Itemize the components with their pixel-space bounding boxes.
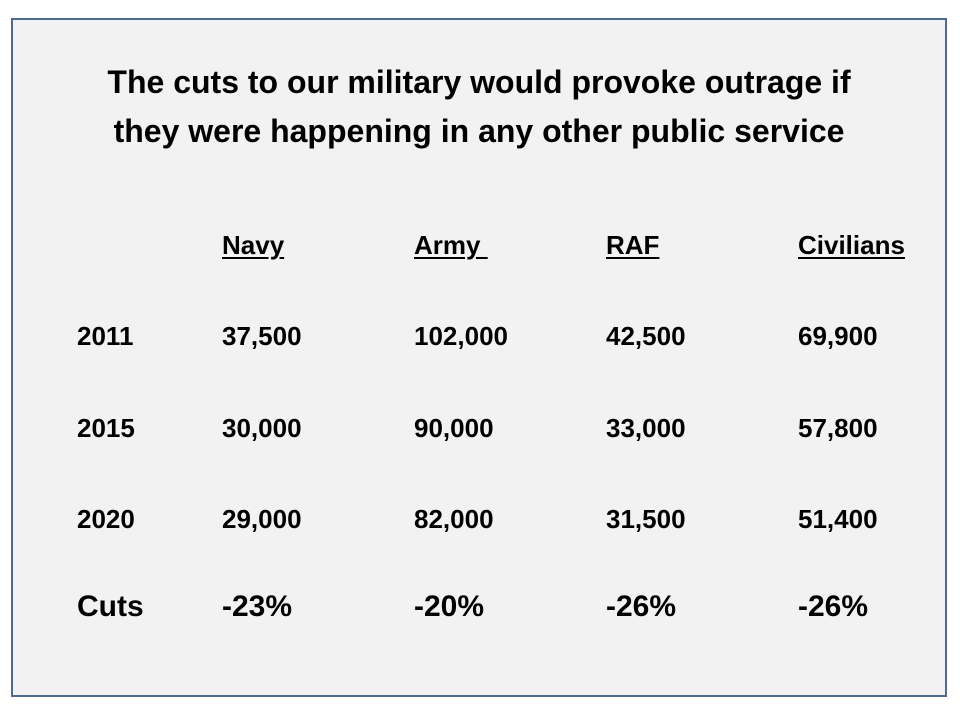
column-header-raf: RAF [606,230,660,260]
table-cell: 82,000 [414,504,494,534]
table-cell: 33,000 [606,413,686,443]
table-cell: 31,500 [606,504,686,534]
table-cell: -26% [798,590,869,623]
title-line-1: The cuts to our military would provoke o… [107,64,851,100]
table-cell: -20% [414,590,485,623]
title-line-2: they were happening in any other public … [113,113,845,149]
table-cell: 51,400 [798,504,878,534]
row-label-cuts: Cuts [77,590,144,623]
table-cell: -23% [222,590,293,623]
column-header-army: Army [414,230,488,260]
column-header-navy: Navy [222,230,285,260]
table-cell: -26% [606,590,677,623]
table-cell: 29,000 [222,504,302,534]
slide-title: The cuts to our military would provoke o… [13,58,945,156]
table-cell: 37,500 [222,321,302,351]
table-cell: 90,000 [414,413,494,443]
table-cell: 57,800 [798,413,878,443]
table-cell: 69,900 [798,321,878,351]
table-cell: 102,000 [414,321,508,351]
column-header-civilians: Civilians [798,230,905,260]
slide: The cuts to our military would provoke o… [11,18,947,697]
row-label-2015: 2015 [77,413,135,443]
row-label-2020: 2020 [77,504,135,534]
table-cell: 42,500 [606,321,686,351]
row-label-2011: 2011 [77,321,134,351]
table-cell: 30,000 [222,413,302,443]
